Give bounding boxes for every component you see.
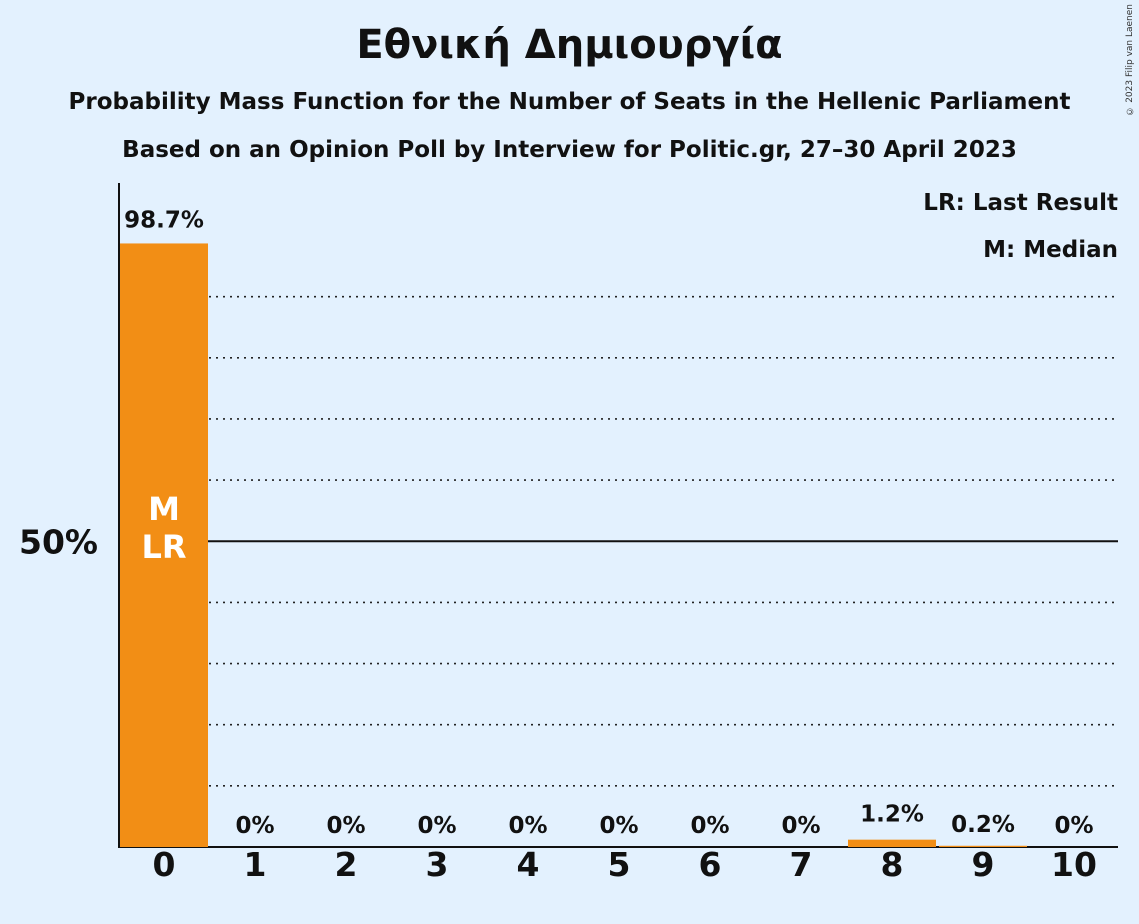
x-tick-label-1: 1: [244, 845, 267, 884]
x-tick-label-9: 9: [972, 845, 995, 884]
value-label-2: 0%: [326, 813, 365, 839]
x-tick-label-4: 4: [517, 845, 540, 884]
x-tick-label-5: 5: [608, 845, 631, 884]
labels: 50%98.7%00%10%20%30%40%50%60%71.2%80.2%9…: [19, 207, 1097, 884]
value-label-1: 0%: [235, 813, 274, 839]
x-tick-label-6: 6: [699, 845, 722, 884]
grid-lines: [118, 183, 1118, 848]
bars: [120, 243, 1027, 847]
legend-last-result: LR: Last Result: [923, 190, 1118, 216]
bar-0: [120, 243, 208, 847]
value-label-0: 98.7%: [124, 207, 204, 233]
x-tick-label-0: 0: [153, 845, 176, 884]
value-label-4: 0%: [508, 813, 547, 839]
bar-8: [848, 839, 936, 847]
value-label-10: 0%: [1054, 813, 1093, 839]
median-marker: M: [148, 490, 180, 528]
chart-source: Based on an Opinion Poll by Interview fo…: [122, 137, 1017, 163]
chart-subtitle: Probability Mass Function for the Number…: [68, 89, 1071, 115]
value-label-8: 1.2%: [860, 802, 924, 828]
value-label-7: 0%: [781, 813, 820, 839]
x-tick-label-3: 3: [426, 845, 449, 884]
legend-median: M: Median: [983, 237, 1118, 263]
bar-9: [939, 845, 1027, 847]
y-tick-label: 50%: [19, 522, 98, 561]
x-tick-label-8: 8: [881, 845, 904, 884]
value-label-3: 0%: [417, 813, 456, 839]
x-tick-label-10: 10: [1051, 845, 1097, 884]
x-tick-label-2: 2: [335, 845, 358, 884]
value-label-5: 0%: [599, 813, 638, 839]
x-tick-label-7: 7: [790, 845, 813, 884]
last-result-marker: LR: [141, 528, 186, 566]
chart-title: Εθνική Δημιουργία: [356, 22, 783, 68]
value-label-6: 0%: [690, 813, 729, 839]
value-label-9: 0.2%: [951, 812, 1015, 838]
